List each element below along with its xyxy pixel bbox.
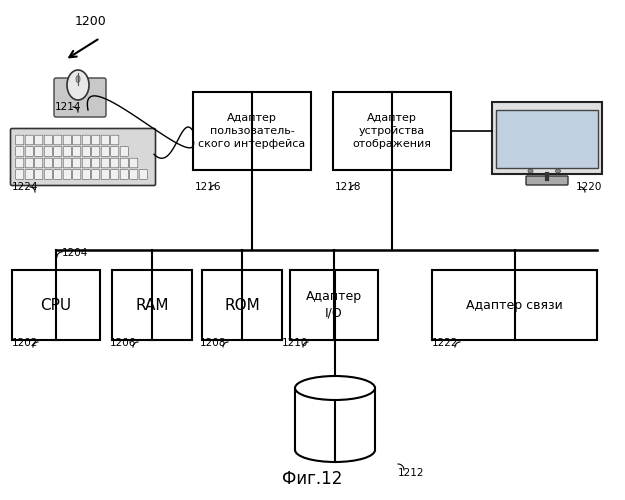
FancyBboxPatch shape (16, 158, 24, 168)
Text: ROM: ROM (224, 298, 260, 312)
Bar (496, 110, 598, 168)
FancyBboxPatch shape (130, 170, 138, 179)
FancyBboxPatch shape (54, 78, 106, 117)
FancyBboxPatch shape (54, 158, 62, 168)
FancyBboxPatch shape (72, 170, 81, 179)
Text: Адаптер
устройства
отображения: Адаптер устройства отображения (352, 113, 431, 149)
FancyBboxPatch shape (63, 158, 71, 168)
FancyBboxPatch shape (63, 146, 71, 156)
FancyBboxPatch shape (82, 158, 90, 168)
Bar (12, 270, 100, 340)
Text: Адаптер связи: Адаптер связи (466, 298, 563, 312)
FancyBboxPatch shape (25, 146, 33, 156)
FancyBboxPatch shape (92, 146, 100, 156)
FancyBboxPatch shape (139, 170, 148, 179)
Bar (432, 270, 597, 340)
Bar (202, 270, 282, 340)
FancyBboxPatch shape (82, 135, 90, 145)
Ellipse shape (528, 169, 533, 173)
FancyBboxPatch shape (35, 135, 42, 145)
Ellipse shape (76, 76, 80, 82)
FancyBboxPatch shape (101, 135, 109, 145)
FancyBboxPatch shape (111, 158, 119, 168)
FancyBboxPatch shape (54, 146, 62, 156)
Text: 1218: 1218 (335, 182, 361, 192)
FancyBboxPatch shape (16, 135, 24, 145)
FancyBboxPatch shape (120, 146, 128, 156)
FancyBboxPatch shape (11, 128, 156, 186)
Ellipse shape (67, 70, 89, 100)
Bar (496, 110, 598, 168)
FancyBboxPatch shape (63, 135, 71, 145)
Bar (333, 92, 451, 170)
FancyBboxPatch shape (82, 170, 90, 179)
FancyBboxPatch shape (72, 146, 81, 156)
FancyBboxPatch shape (111, 170, 119, 179)
FancyBboxPatch shape (92, 158, 100, 168)
Text: 1204: 1204 (62, 248, 88, 258)
FancyBboxPatch shape (54, 135, 62, 145)
FancyBboxPatch shape (101, 158, 109, 168)
FancyBboxPatch shape (72, 135, 81, 145)
Text: 1210: 1210 (282, 338, 308, 348)
Text: 1222: 1222 (432, 338, 459, 348)
Text: Адаптер
пользователь-
ского интерфейса: Адаптер пользователь- ского интерфейса (198, 113, 306, 149)
FancyBboxPatch shape (92, 135, 100, 145)
FancyBboxPatch shape (63, 170, 71, 179)
Ellipse shape (556, 169, 561, 173)
Text: Фиг.12: Фиг.12 (282, 470, 342, 488)
Bar (112, 270, 192, 340)
Ellipse shape (295, 376, 375, 400)
Text: 1220: 1220 (576, 182, 602, 192)
Bar (492, 102, 602, 174)
FancyBboxPatch shape (44, 146, 52, 156)
FancyBboxPatch shape (82, 146, 90, 156)
FancyBboxPatch shape (25, 135, 33, 145)
Text: 1214: 1214 (55, 102, 81, 112)
FancyBboxPatch shape (526, 176, 568, 185)
Text: 1202: 1202 (12, 338, 38, 348)
FancyBboxPatch shape (111, 135, 119, 145)
FancyBboxPatch shape (101, 170, 109, 179)
Text: 1208: 1208 (200, 338, 226, 348)
FancyBboxPatch shape (35, 146, 42, 156)
Text: 1200: 1200 (75, 15, 107, 28)
FancyBboxPatch shape (72, 158, 81, 168)
Text: Адаптер
I/O: Адаптер I/O (306, 290, 362, 320)
FancyBboxPatch shape (130, 158, 138, 168)
Text: 1224: 1224 (12, 182, 39, 192)
FancyBboxPatch shape (35, 170, 42, 179)
Text: 1206: 1206 (110, 338, 136, 348)
FancyBboxPatch shape (101, 146, 109, 156)
FancyBboxPatch shape (16, 170, 24, 179)
FancyBboxPatch shape (25, 170, 33, 179)
Text: RAM: RAM (135, 298, 169, 312)
FancyBboxPatch shape (16, 146, 24, 156)
Bar (290, 270, 378, 340)
FancyBboxPatch shape (25, 158, 33, 168)
FancyBboxPatch shape (120, 158, 128, 168)
FancyBboxPatch shape (44, 158, 52, 168)
Bar (193, 92, 311, 170)
FancyBboxPatch shape (44, 170, 52, 179)
FancyBboxPatch shape (120, 170, 128, 179)
FancyBboxPatch shape (92, 170, 100, 179)
FancyBboxPatch shape (44, 135, 52, 145)
Text: 1212: 1212 (398, 468, 424, 478)
Text: 1216: 1216 (195, 182, 221, 192)
FancyBboxPatch shape (54, 170, 62, 179)
Text: CPU: CPU (41, 298, 71, 312)
FancyBboxPatch shape (111, 146, 119, 156)
FancyBboxPatch shape (35, 158, 42, 168)
